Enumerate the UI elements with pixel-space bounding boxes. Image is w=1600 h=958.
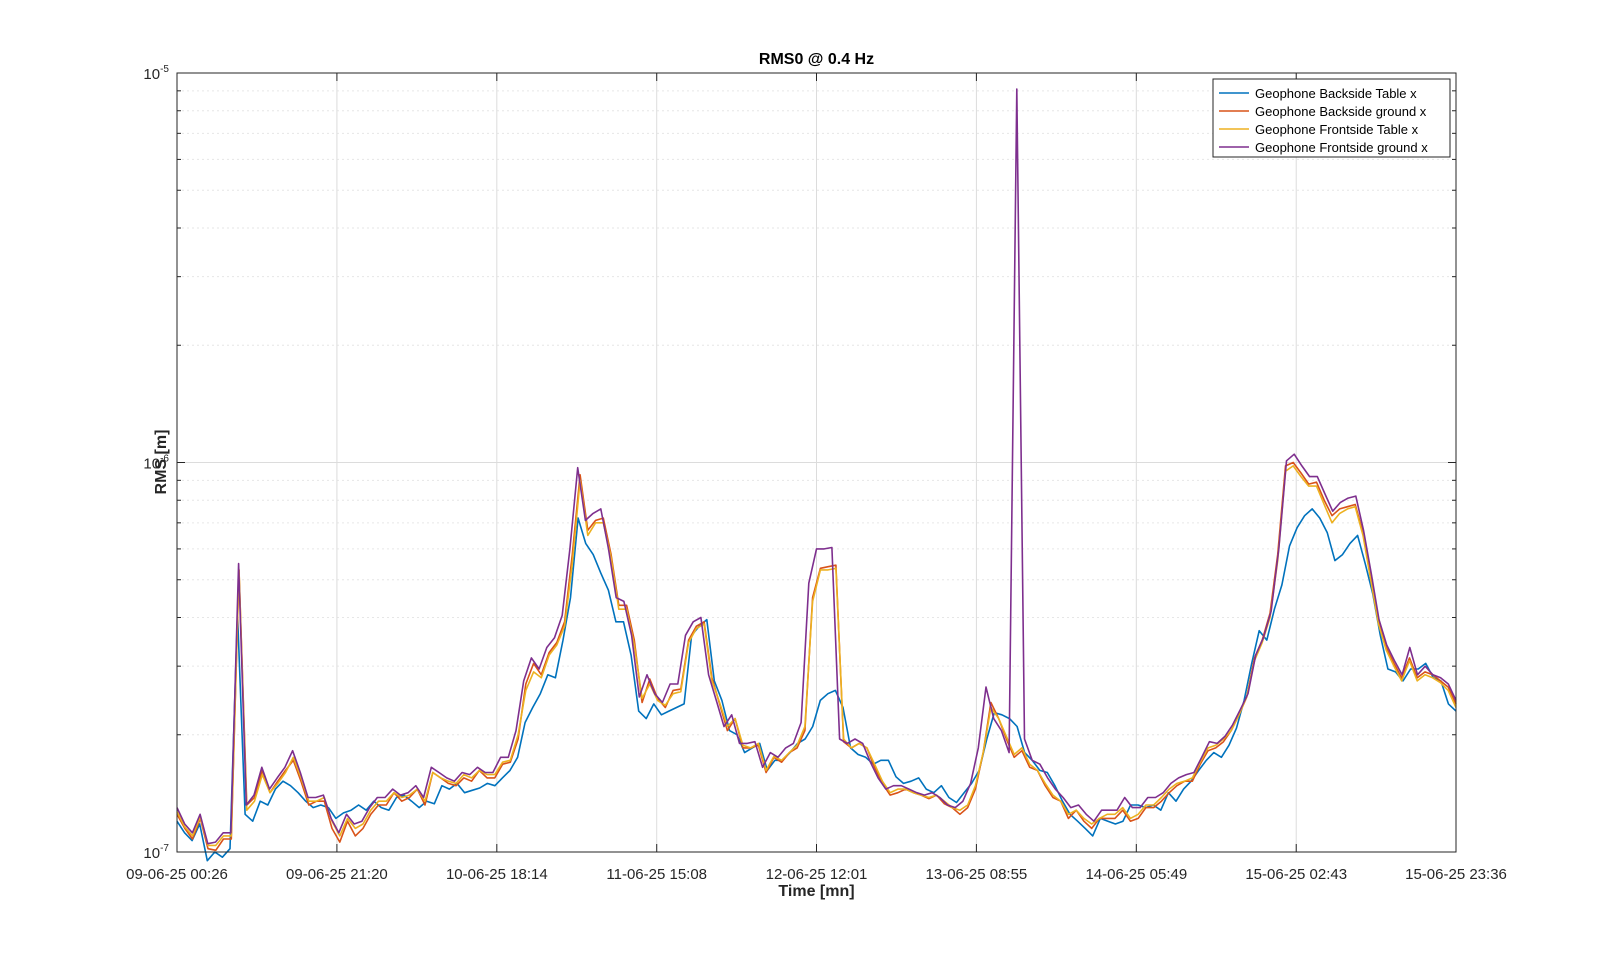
x-tick-label: 15-06-25 02:43 [1245, 866, 1347, 883]
y-axis-label: RMS [m] [153, 430, 170, 495]
x-tick-label: 09-06-25 00:26 [126, 866, 228, 883]
x-axis-label: Time [mn] [778, 883, 854, 900]
legend-label-2: Geophone Backside ground x [1255, 104, 1427, 119]
chart-title: RMS0 @ 0.4 Hz [759, 51, 874, 68]
x-tick-label: 11-06-25 15:08 [606, 866, 707, 883]
legend-box [1212, 78, 1451, 158]
x-tick-label: 15-06-25 23:36 [1405, 866, 1507, 883]
y-tick-label: 10-5 [143, 64, 169, 83]
x-tick-label: 12-06-25 12:01 [766, 866, 868, 883]
legend-label-4: Geophone Frontside ground x [1255, 140, 1428, 155]
x-tick-label: 13-06-25 08:55 [926, 866, 1028, 883]
x-tick-label: 14-06-25 05:49 [1085, 866, 1187, 883]
legend-label-3: Geophone Frontside Table x [1255, 122, 1419, 137]
x-tick-label: 09-06-25 21:20 [286, 866, 388, 883]
axis-ticks: 10-7 10-6 10-5 09-06-25 00:26 09-06-25 21:20… [126, 64, 1507, 883]
series-lines [176, 88, 1457, 862]
series-line-4 [176, 88, 1457, 845]
y-tick-label: 10-6 [143, 454, 169, 473]
y-tick-label: 10-7 [143, 843, 169, 862]
x-tick-label: 10-06-25 18:14 [446, 866, 548, 883]
legend: Geophone Backside Table x Geophone Backsi… [1212, 78, 1451, 158]
legend-label-1: Geophone Backside Table x [1255, 86, 1417, 101]
